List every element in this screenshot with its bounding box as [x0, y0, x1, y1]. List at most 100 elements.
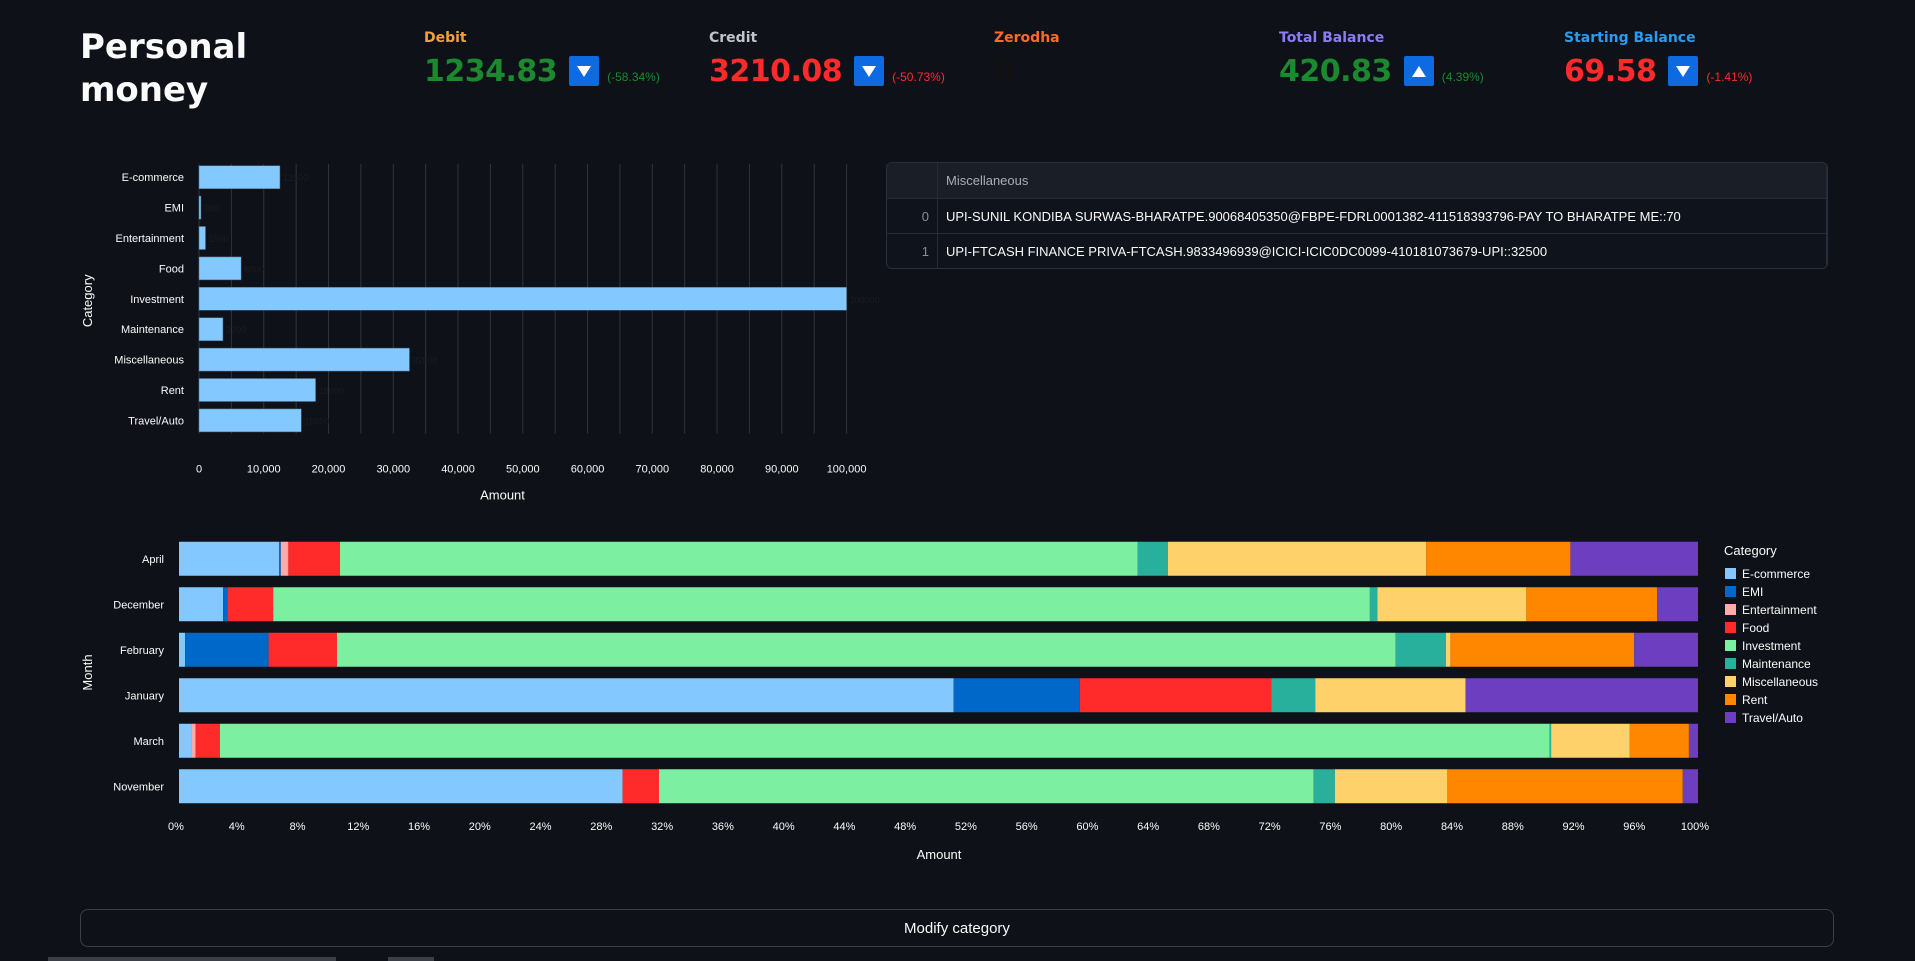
segment-march-investment[interactable] — [219, 723, 1550, 758]
segment-february-rent[interactable] — [1450, 632, 1635, 667]
segment-february-ecommerce[interactable] — [179, 632, 186, 667]
metric-delta: (4.39%) — [1441, 70, 1484, 84]
segment-december-food[interactable] — [227, 587, 274, 622]
segment-february-miscellaneous[interactable] — [1445, 632, 1451, 667]
bar-ecommerce[interactable] — [198, 165, 281, 189]
segment-april-maintenance[interactable] — [1137, 541, 1168, 576]
segment-december-ecommerce[interactable] — [179, 587, 224, 622]
miscellaneous-table[interactable]: Miscellaneous 0 UPI-SUNIL KONDIBA SURWAS… — [886, 162, 1828, 269]
metric-credit: Credit 3210.08 (-50.73%) — [709, 30, 979, 90]
segment-november-investment[interactable] — [659, 769, 1314, 804]
table-cell[interactable]: UPI-SUNIL KONDIBA SURWAS-BHARATPE.900684… — [937, 198, 1827, 234]
legend-swatch[interactable] — [1725, 658, 1736, 669]
segment-november-maintenance[interactable] — [1313, 769, 1335, 804]
segment-january-miscellaneous[interactable] — [1315, 678, 1466, 713]
x-tick-label: 56% — [1016, 821, 1038, 833]
segment-march-entertainment[interactable] — [191, 723, 196, 758]
segment-january-emi[interactable] — [953, 678, 1080, 713]
segment-december-travelauto[interactable] — [1656, 587, 1698, 622]
segment-april-entertainment[interactable] — [280, 541, 289, 576]
bar-data-label: 100000 — [850, 295, 880, 305]
bar-food[interactable] — [198, 256, 242, 281]
segment-february-food[interactable] — [268, 632, 337, 667]
x-tick-label: 50,000 — [506, 464, 540, 476]
segment-december-maintenance[interactable] — [1369, 587, 1378, 622]
bar-maintenance[interactable] — [198, 317, 224, 341]
segment-january-ecommerce[interactable] — [179, 678, 954, 713]
legend-item-label: Food — [1742, 621, 1769, 635]
segment-january-maintenance[interactable] — [1271, 678, 1316, 713]
segment-december-emi[interactable] — [223, 587, 228, 622]
segment-march-maintenance[interactable] — [1549, 723, 1552, 758]
bar-miscellaneous[interactable] — [198, 347, 410, 372]
x-tick-label: 100% — [1681, 821, 1709, 833]
modify-category-button[interactable]: Modify category — [80, 909, 1834, 947]
legend-swatch[interactable] — [1725, 622, 1736, 633]
segment-november-miscellaneous[interactable] — [1334, 769, 1448, 804]
metric-value-row: 0 — [994, 52, 1264, 90]
segment-april-miscellaneous[interactable] — [1167, 541, 1427, 576]
arrow-up-icon[interactable] — [1403, 56, 1434, 86]
segment-april-travelauto[interactable] — [1570, 541, 1698, 576]
x-tick-label: 0 — [196, 464, 202, 476]
metric-delta: (-1.41%) — [1706, 70, 1753, 84]
page-title: Personal money — [80, 27, 248, 110]
segment-april-ecommerce[interactable] — [179, 541, 280, 576]
arrow-down-icon[interactable] — [569, 56, 600, 86]
bottom-scrollbar-thumb[interactable] — [388, 957, 434, 961]
table-cell[interactable]: UPI-FTCASH FINANCE PRIVA-FTCASH.98334969… — [937, 233, 1827, 268]
metric-label: Starting Balance — [1564, 30, 1696, 46]
percent-sign: % — [1575, 821, 1585, 833]
legend-item-label: Miscellaneous — [1742, 675, 1818, 689]
arrow-down-icon[interactable] — [1668, 56, 1699, 86]
bar-data-label: 300 — [204, 204, 219, 214]
row-index: 0 — [887, 198, 938, 234]
segment-march-rent[interactable] — [1629, 723, 1689, 758]
segment-february-emi[interactable] — [185, 632, 269, 667]
arrow-down-icon[interactable] — [854, 56, 885, 86]
legend-swatch[interactable] — [1725, 604, 1736, 615]
legend-swatch[interactable] — [1725, 676, 1736, 687]
legend-swatch[interactable] — [1725, 586, 1736, 597]
segment-december-rent[interactable] — [1526, 587, 1657, 622]
segment-march-ecommerce[interactable] — [179, 723, 192, 758]
segment-november-travelauto[interactable] — [1682, 769, 1698, 804]
bottom-scrollbar[interactable] — [48, 957, 336, 961]
bar-investment[interactable] — [198, 287, 847, 311]
segment-january-travelauto[interactable] — [1465, 678, 1698, 713]
segment-november-rent[interactable] — [1447, 769, 1683, 804]
segment-march-miscellaneous[interactable] — [1551, 723, 1630, 758]
segment-april-food[interactable] — [288, 541, 341, 576]
bar-emi[interactable] — [198, 195, 202, 220]
segment-february-travelauto[interactable] — [1634, 632, 1698, 667]
chart-legend: Category E-commerce EMI Entertainment Food In… — [1724, 543, 1818, 725]
segment-april-investment[interactable] — [340, 541, 1138, 576]
legend-swatch[interactable] — [1725, 568, 1736, 579]
metric-value-row: 1234.83 (-58.34%) — [424, 52, 694, 90]
table-row[interactable]: 0 UPI-SUNIL KONDIBA SURWAS-BHARATPE.9006… — [887, 198, 1827, 234]
percent-sign: % — [1453, 821, 1463, 833]
segment-april-emi[interactable] — [279, 541, 281, 576]
segment-november-ecommerce[interactable] — [179, 769, 623, 804]
legend-swatch[interactable] — [1725, 712, 1736, 723]
segment-march-food[interactable] — [195, 723, 220, 758]
percent-sign: % — [967, 821, 977, 833]
segment-january-food[interactable] — [1079, 678, 1272, 713]
bar-travelauto[interactable] — [198, 408, 302, 433]
bar-rent[interactable] — [198, 378, 316, 402]
segment-december-investment[interactable] — [273, 587, 1370, 622]
legend-swatch[interactable] — [1725, 694, 1736, 705]
segment-december-miscellaneous[interactable] — [1377, 587, 1527, 622]
table-row[interactable]: 1 UPI-FTCASH FINANCE PRIVA-FTCASH.983349… — [887, 233, 1827, 268]
segment-march-travelauto[interactable] — [1688, 723, 1698, 758]
segment-november-food[interactable] — [622, 769, 660, 804]
x-tick-label: 64% — [1137, 821, 1159, 833]
metric-debit: Debit 1234.83 (-58.34%) — [424, 30, 694, 90]
bar-data-label: 15800 — [304, 416, 329, 426]
segment-february-maintenance[interactable] — [1395, 632, 1446, 667]
miscellaneous-column-header[interactable]: Miscellaneous — [937, 163, 1827, 199]
segment-february-investment[interactable] — [336, 632, 1396, 667]
bar-entertainment[interactable] — [198, 226, 206, 250]
legend-swatch[interactable] — [1725, 640, 1736, 651]
segment-april-rent[interactable] — [1426, 541, 1571, 576]
